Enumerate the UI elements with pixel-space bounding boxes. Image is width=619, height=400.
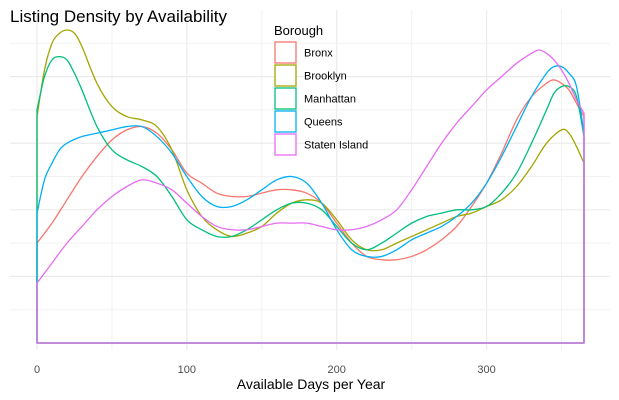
density-curve-bronx bbox=[36, 79, 585, 344]
x-tick-label: 0 bbox=[34, 364, 40, 376]
legend-label-queens: Queens bbox=[304, 117, 343, 129]
legend-items: Bronx Brooklyn Manhattan Queens Staten Islan… bbox=[274, 41, 368, 156]
legend-key-manhattan bbox=[274, 87, 297, 110]
legend-label-brooklyn: Brooklyn bbox=[304, 71, 347, 83]
x-axis-label: Available Days per Year bbox=[237, 376, 386, 392]
legend-label-bronx: Bronx bbox=[304, 48, 333, 60]
tick-layer: 0 100 200 300 bbox=[34, 364, 496, 376]
legend-key-bronx bbox=[274, 41, 297, 64]
density-curve-staten-island bbox=[36, 49, 585, 344]
density-curve-brooklyn bbox=[36, 29, 585, 344]
legend: Borough Bronx Brooklyn Manhattan Queens Stat… bbox=[274, 23, 368, 156]
legend-title: Borough bbox=[274, 23, 323, 38]
x-tick-label: 100 bbox=[178, 364, 196, 376]
x-tick-label: 200 bbox=[328, 364, 346, 376]
density-curve-queens bbox=[36, 65, 585, 344]
legend-key-staten-island bbox=[274, 133, 297, 156]
legend-label-staten-island: Staten Island bbox=[304, 140, 368, 152]
series-layer bbox=[36, 29, 585, 344]
grid-layer bbox=[10, 10, 610, 350]
density-curve-manhattan bbox=[36, 55, 585, 344]
legend-key-queens bbox=[274, 110, 297, 133]
legend-label-manhattan: Manhattan bbox=[304, 94, 356, 106]
chart-title: Listing Density by Availability bbox=[10, 7, 228, 26]
x-tick-label: 300 bbox=[477, 364, 495, 376]
legend-key-brooklyn bbox=[274, 64, 297, 87]
